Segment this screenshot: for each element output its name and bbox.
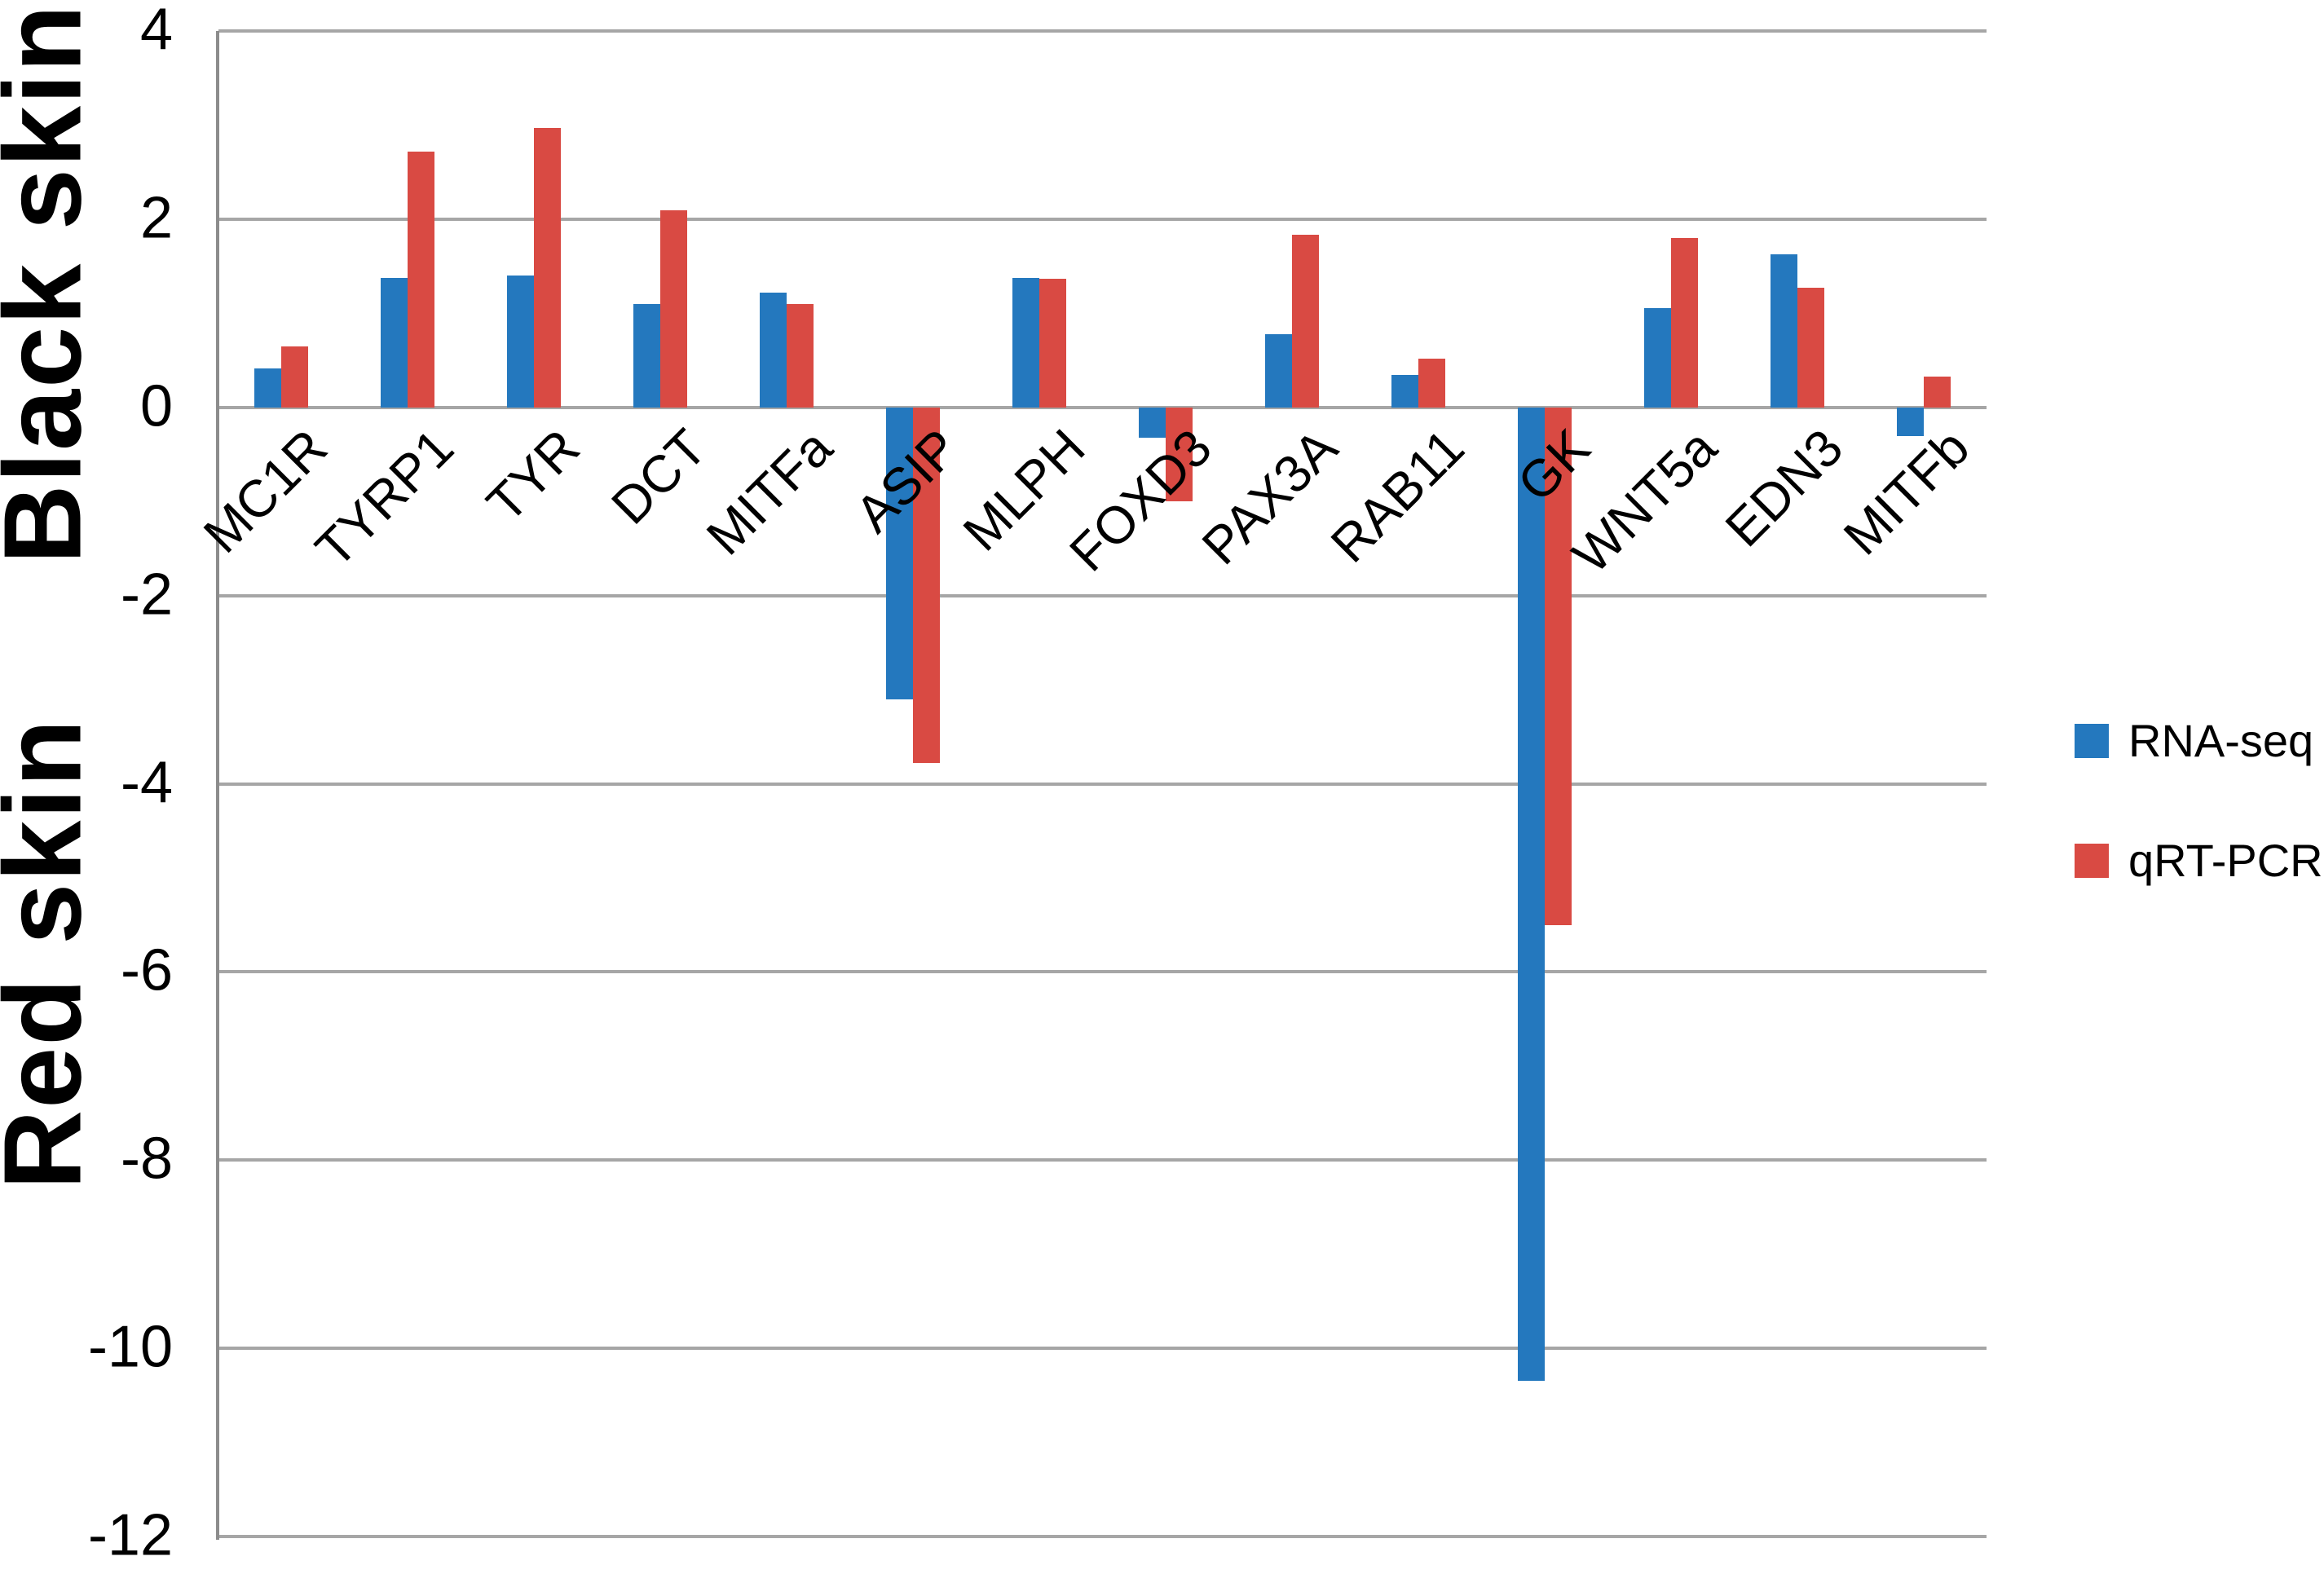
bar-rna-seq-mc1r	[254, 368, 282, 408]
y-tick-label--4: -4	[120, 749, 173, 815]
x-category-label-edn3: EDN3	[1713, 417, 1854, 558]
legend-item-qrt-pcr: qRT-PCR	[2075, 834, 2323, 887]
gridline-y--12	[218, 1534, 1987, 1538]
bar-qrt-pcr-dct	[660, 209, 688, 408]
x-category-label-foxd3: FOXD3	[1057, 417, 1223, 583]
y-tick-label-4: 4	[139, 0, 173, 63]
gridline-y--8	[218, 1158, 1987, 1162]
bar-rna-seq-tyr	[507, 276, 535, 408]
axis-region-label-red-skin: Red skin	[0, 717, 104, 1190]
bar-qrt-pcr-mlph	[1039, 278, 1067, 408]
bar-qrt-pcr-tyr	[534, 128, 562, 408]
bar-rna-seq-wnt5a	[1643, 307, 1671, 408]
gridline-y--2	[218, 593, 1987, 597]
y-tick-label--10: -10	[87, 1314, 173, 1380]
gridline-y--4	[218, 782, 1987, 786]
bar-rna-seq-pax3a	[1264, 333, 1292, 408]
qrt-pcr-color-swatch-icon	[2075, 843, 2109, 878]
bar-rna-seq-asip	[886, 408, 914, 699]
legend-item-rna-seq: RNA-seq	[2075, 714, 2323, 767]
bar-rna-seq-tyrp1	[381, 277, 408, 408]
bar-rna-seq-mlph	[1012, 277, 1040, 408]
bar-rna-seq-foxd3	[1138, 408, 1166, 438]
gridline-y-4	[218, 29, 1987, 33]
gridline-y-0	[218, 406, 1987, 409]
x-category-label-mitfb: MITFb	[1832, 417, 1981, 567]
bar-qrt-pcr-asip	[913, 408, 941, 764]
y-tick-label-0: 0	[139, 373, 173, 439]
bar-qrt-pcr-rab11	[1418, 358, 1445, 408]
y-tick-label--6: -6	[120, 937, 173, 1003]
bar-qrt-pcr-pax3a	[1291, 234, 1319, 408]
x-category-label-pax3a: PAX3A	[1191, 417, 1349, 576]
bar-rna-seq-edn3	[1770, 254, 1797, 408]
x-category-label-tyr: TYR	[475, 417, 591, 534]
bar-rna-seq-gk	[1517, 408, 1545, 1382]
bar-qrt-pcr-mitfb	[1923, 376, 1951, 408]
x-category-label-wnt5a: WNT5a	[1561, 417, 1728, 584]
bar-rna-seq-mitfb	[1896, 408, 1924, 436]
bar-qrt-pcr-gk	[1544, 408, 1572, 925]
bar-qrt-pcr-wnt5a	[1670, 238, 1698, 408]
y-tick-label--8: -8	[120, 1126, 173, 1192]
legend-label-rna-seq: RNA-seq	[2128, 715, 2314, 766]
bar-rna-seq-rab11	[1391, 374, 1418, 408]
bar-rna-seq-mitfa	[760, 293, 787, 408]
bar-qrt-pcr-foxd3	[1165, 408, 1193, 502]
x-category-label-mitfa: MITFa	[695, 417, 844, 567]
rna-seq-color-swatch-icon	[2075, 723, 2109, 758]
y-axis-line	[216, 31, 219, 1540]
x-category-label-tyrp1: TYRP1	[304, 417, 465, 579]
gridline-y--10	[218, 1347, 1987, 1350]
y-tick-label-2: 2	[139, 185, 173, 251]
y-tick-label--2: -2	[120, 562, 173, 628]
gridline-y--6	[218, 970, 1987, 974]
legend-label-qrt-pcr: qRT-PCR	[2128, 835, 2323, 886]
x-category-label-rab11: RAB11	[1319, 417, 1475, 574]
bar-qrt-pcr-tyrp1	[408, 152, 435, 408]
axis-region-label-black-skin: Black skin	[0, 3, 104, 564]
bar-qrt-pcr-mitfa	[787, 304, 814, 408]
bar-qrt-pcr-mc1r	[281, 346, 309, 408]
y-tick-label--12: -12	[87, 1502, 173, 1568]
gridline-y-2	[218, 218, 1987, 222]
bar-rna-seq-dct	[633, 304, 661, 408]
legend: RNA-seq qRT-PCR	[2075, 714, 2323, 954]
bar-qrt-pcr-edn3	[1797, 288, 1824, 408]
